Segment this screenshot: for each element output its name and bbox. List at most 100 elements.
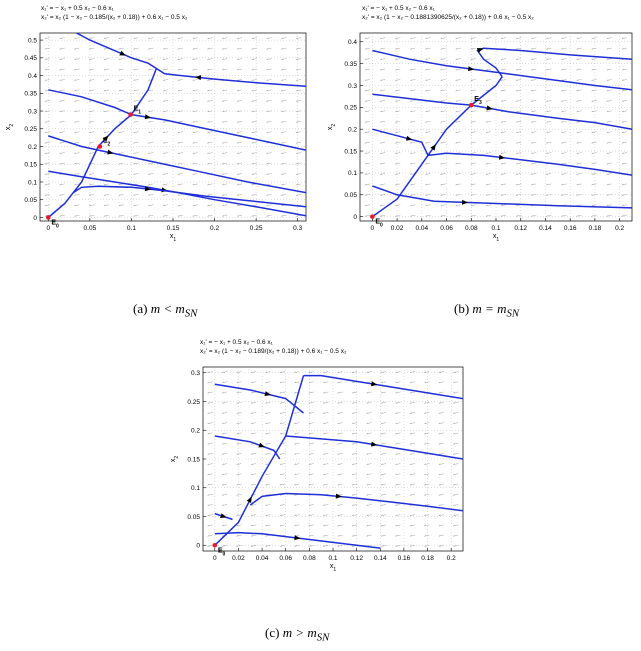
equilibrium-label: E0 <box>218 547 226 557</box>
caption-a-subscript: SN <box>184 307 198 320</box>
equilibrium-label: E0 <box>375 219 383 229</box>
trajectory-arrow <box>220 513 227 518</box>
y-tick-label: 0.25 <box>187 399 200 406</box>
y-tick-label: 0 <box>196 543 200 550</box>
x-tick-label: 0.1 <box>491 225 500 232</box>
equilibrium-label: E0 <box>51 219 59 229</box>
x-tick-label: 0.05 <box>84 225 97 232</box>
x-tick-label: 0.02 <box>232 555 245 562</box>
trajectory-arrow <box>107 149 114 155</box>
trajectory-arrow <box>246 496 252 504</box>
trajectory-arrow <box>294 535 301 541</box>
y-tick-label: 0.1 <box>28 179 37 186</box>
trajectory-3 <box>427 152 632 176</box>
caption-b: (b) m = mSN <box>454 301 519 320</box>
y-tick-label: 0.1 <box>191 485 200 492</box>
equation-x2: x₂' = x₂ (1 − x₂ − 0.1881390625/(x₂ + 0.… <box>362 14 534 21</box>
y-axis-label: x2 <box>327 124 337 131</box>
x-tick-label: 0.04 <box>256 555 269 562</box>
trajectory-arrow <box>264 391 271 397</box>
equilibrium-label: E3 <box>474 96 482 106</box>
x-tick-label: 0 <box>47 225 51 232</box>
trajectory-5 <box>371 76 503 218</box>
y-axis-label: x2 <box>170 456 180 463</box>
y-tick-label: 0 <box>353 214 357 221</box>
phase-plot-c: 0 0.02 0.04 0.06 0.08 0.1 0.12 0.14 0.16 0.18 0.2 0… <box>170 366 464 573</box>
panel-c: x₁' = − x₁ + 0.5 x₂ − 0.6 x₁ x₂' = x₂ (1… <box>165 335 485 651</box>
x-tick-label: 0.18 <box>421 555 434 562</box>
equilibrium-label: E2 <box>103 138 111 148</box>
x-tick-label: 0.06 <box>440 225 453 232</box>
trajectory-arrow <box>335 493 342 499</box>
trajectory-arrow <box>102 135 109 142</box>
y-tick-label: 0.05 <box>344 192 357 199</box>
equation-x1: x₁' = − x₁ + 0.5 x₂ − 0.6 x₁ <box>200 339 273 346</box>
y-tick-label: 0.15 <box>344 148 357 155</box>
phase-plot-a: 0 0.05 0.1 0.15 0.2 0.25 0.3 0 0.05 0.1 0.15 0.2 0.2… <box>5 32 307 243</box>
x-tick-label: 0.1 <box>127 225 136 232</box>
caption-a-relation: m < m <box>150 301 185 316</box>
y-tick-label: 0.15 <box>24 162 37 169</box>
trajectory-arrow <box>119 50 126 56</box>
x-tick-label: 0.06 <box>279 555 292 562</box>
x-tick-label: 0.18 <box>589 225 602 232</box>
panel-a: x₁' = − x₁ + 0.5 x₂ − 0.6 x₁ x₂' = x₂ (1… <box>0 0 320 325</box>
caption-c-subscript: SN <box>316 631 330 644</box>
x-axis-label: x1 <box>330 563 337 573</box>
trajectory-arrow <box>144 114 152 120</box>
x-tick-label: 0.15 <box>167 225 180 232</box>
caption-b-subscript: SN <box>506 307 520 320</box>
x-axis-label: x1 <box>170 233 177 243</box>
equilibrium-E1 <box>128 112 133 117</box>
equilibrium-E0 <box>370 214 375 219</box>
direction-field <box>207 371 459 547</box>
trajectory-arrow <box>194 75 202 81</box>
trajectory-0 <box>372 49 632 91</box>
trajectory-arrow <box>371 381 378 387</box>
caption-b-relation: m = m <box>472 301 507 316</box>
direction-field <box>364 37 627 217</box>
equation-x2: x₂' = x₂ (1 − x₂ − 0.185/(x₂ + 0.18)) + … <box>41 14 188 21</box>
caption-c-relation: m > m <box>282 625 317 640</box>
x-tick-label: 0.2 <box>615 225 624 232</box>
equation-x1: x₁' = − x₁ + 0.5 x₂ − 0.6 x₁ <box>41 5 114 12</box>
y-tick-label: 0.05 <box>187 514 200 521</box>
trajectory-2 <box>48 89 306 151</box>
y-tick-label: 0.4 <box>348 39 357 46</box>
x-tick-label: 0.1 <box>328 555 337 562</box>
trajectory-arrow <box>486 105 493 111</box>
y-tick-label: 0.35 <box>24 91 37 98</box>
equilibrium-E0 <box>46 215 51 220</box>
y-tick-label: 0.45 <box>24 55 37 62</box>
y-tick-label: 0.1 <box>348 170 357 177</box>
y-tick-label: 0.3 <box>191 370 200 377</box>
caption-c: (c) m > mSN <box>265 625 329 644</box>
equilibrium-label: E1 <box>134 106 142 116</box>
caption-c-label: (c) <box>265 625 280 640</box>
x-tick-label: 0.12 <box>514 225 527 232</box>
caption-a: (a) m < mSN <box>133 301 197 320</box>
x-tick-label: 0.2 <box>210 225 219 232</box>
equation-x1: x₁' = − x₁ + 0.5 x₂ − 0.6 x₁ <box>362 5 435 12</box>
x-tick-label: 0.08 <box>303 555 316 562</box>
trajectory-arrow <box>258 442 265 448</box>
equilibrium-E2 <box>97 144 103 149</box>
y-tick-label: 0.25 <box>344 105 357 112</box>
x-tick-label: 0.12 <box>350 555 363 562</box>
panel-b: x₁' = − x₁ + 0.5 x₂ − 0.6 x₁ x₂' = x₂ (1… <box>320 0 641 325</box>
y-tick-label: 0.2 <box>191 428 200 435</box>
y-tick-label: 0.15 <box>187 456 200 463</box>
y-tick-label: 0.25 <box>24 126 37 133</box>
trajectory-arrow <box>144 186 152 192</box>
equilibrium-E0 <box>212 542 218 548</box>
trajectory-arrow <box>405 135 413 141</box>
x-tick-label: 0 <box>371 225 375 232</box>
trajectory-arrow <box>430 144 436 151</box>
y-tick-label: 0.2 <box>348 126 357 133</box>
x-tick-label: 0.02 <box>391 225 404 232</box>
equation-x2: x₂' = x₂ (1 − x₂ − 0.189/(x₂ + 0.18)) + … <box>200 348 347 355</box>
y-tick-label: 0.4 <box>28 73 37 80</box>
trajectory-arrow <box>371 441 378 447</box>
y-tick-label: 0.5 <box>28 37 37 44</box>
x-tick-label: 0.04 <box>415 225 428 232</box>
